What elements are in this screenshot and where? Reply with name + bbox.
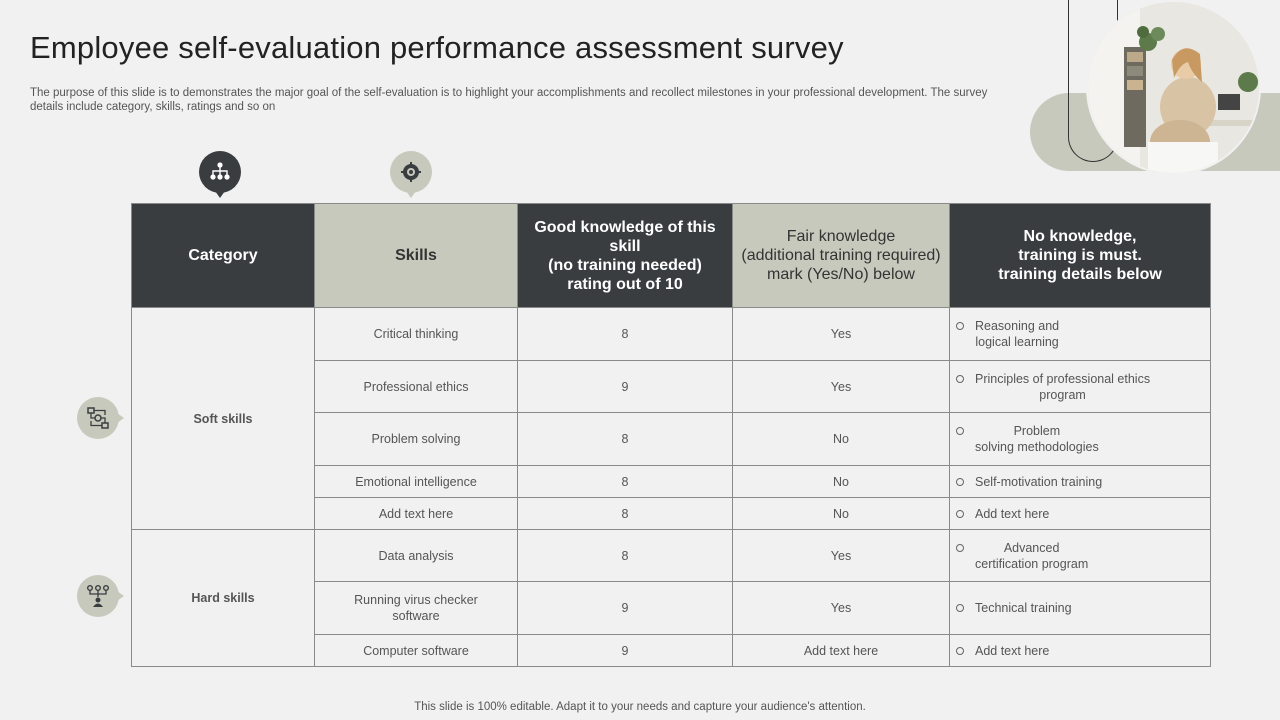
training-text: Principles of professional ethics progra… — [975, 371, 1151, 402]
workflow-icon — [77, 397, 124, 439]
training-text: Add text here — [975, 643, 1050, 658]
skill-cell: Computer software — [314, 634, 518, 667]
fair-cell: Yes — [732, 581, 950, 635]
bullet-icon — [956, 322, 964, 330]
header-skills: Skills — [314, 203, 518, 308]
training-cell: Reasoning and logical learning — [949, 307, 1211, 361]
table-row: Emotional intelligence 8 No Self-motivat… — [132, 465, 1211, 498]
slide-description: The purpose of this slide is to demonstr… — [30, 87, 988, 113]
training-cell: Principles of professional ethics progra… — [949, 360, 1211, 413]
skill-cell: Critical thinking — [314, 307, 518, 361]
rating-cell: 8 — [517, 529, 733, 582]
fair-cell: No — [732, 465, 950, 498]
gear-brain-icon — [390, 151, 432, 198]
training-cell: Add text here — [949, 497, 1211, 530]
training-text: Add text here — [975, 506, 1050, 521]
category-hard-skills: Hard skills — [131, 529, 315, 667]
table-row: Running virus checker software 9 Yes Tec… — [132, 581, 1211, 635]
header-category: Category — [131, 203, 315, 308]
hierarchy-icon — [199, 151, 241, 198]
slide-footer: This slide is 100% editable. Adapt it to… — [414, 701, 866, 713]
slide-title: Employee self-evaluation performance ass… — [30, 30, 844, 65]
training-text: Advanced certification program — [975, 540, 1089, 571]
bullet-icon — [956, 477, 964, 486]
training-cell: Advanced certification program — [949, 529, 1211, 582]
bullet-icon — [956, 543, 964, 552]
skill-cell: Emotional intelligence — [314, 465, 518, 498]
fair-cell: No — [732, 497, 950, 530]
training-text: Self-motivation training — [975, 474, 1103, 489]
bullet-icon — [956, 427, 964, 435]
training-cell: Technical training — [949, 581, 1211, 635]
rating-cell: 8 — [517, 497, 733, 530]
table-row: Add text here 8 No Add text here — [132, 497, 1211, 530]
skill-cell: Running virus checker software — [314, 581, 518, 635]
rating-cell: 8 — [517, 307, 733, 361]
header-fair-knowledge: Fair knowledge (additional training requ… — [732, 203, 950, 308]
bullet-icon — [956, 374, 964, 383]
category-soft-skills: Soft skills — [131, 307, 315, 530]
skill-cell: Data analysis — [314, 529, 518, 582]
training-cell: Self-motivation training — [949, 465, 1211, 498]
header-no-knowledge: No knowledge, training is must. training… — [949, 203, 1211, 308]
bullet-icon — [956, 509, 964, 518]
network-person-icon — [77, 575, 124, 617]
training-cell: Problem solving methodologies — [949, 412, 1211, 466]
rating-cell: 8 — [517, 412, 733, 466]
training-text: Problem solving methodologies — [975, 424, 1099, 454]
woman-working-photo — [1086, 0, 1261, 175]
table-row: Hard skills Data analysis 8 Yes Advanced… — [131, 529, 1211, 667]
table-row: Computer software 9 Add text here Add te… — [132, 634, 1211, 667]
table-header-row: Category Skills Good knowledge of this s… — [131, 203, 1211, 308]
survey-table: Category Skills Good knowledge of this s… — [131, 203, 1211, 667]
rating-cell: 8 — [517, 465, 733, 498]
skill-cell: Professional ethics — [314, 360, 518, 413]
bullet-icon — [956, 646, 964, 655]
header-good-knowledge: Good knowledge of this skill (no trainin… — [517, 203, 733, 308]
skill-cell: Add text here — [314, 497, 518, 530]
fair-cell: Yes — [732, 360, 950, 413]
fair-cell: No — [732, 412, 950, 466]
bullet-icon — [956, 604, 964, 612]
fair-cell: Yes — [732, 307, 950, 361]
table-row: Problem solving 8 No Problem solving met… — [132, 412, 1211, 466]
rating-cell: 9 — [517, 360, 733, 413]
skill-cell: Problem solving — [314, 412, 518, 466]
table-row: Professional ethics 9 Yes Principles of … — [132, 360, 1211, 413]
rating-cell: 9 — [517, 581, 733, 635]
fair-cell: Yes — [732, 529, 950, 582]
training-text: Technical training — [975, 601, 1072, 615]
fair-cell: Add text here — [732, 634, 950, 667]
training-cell: Add text here — [949, 634, 1211, 667]
table-row: Soft skills Critical thinking 8 Yes Reas… — [131, 307, 1211, 530]
rating-cell: 9 — [517, 634, 733, 667]
training-text: Reasoning and logical learning — [975, 319, 1060, 349]
